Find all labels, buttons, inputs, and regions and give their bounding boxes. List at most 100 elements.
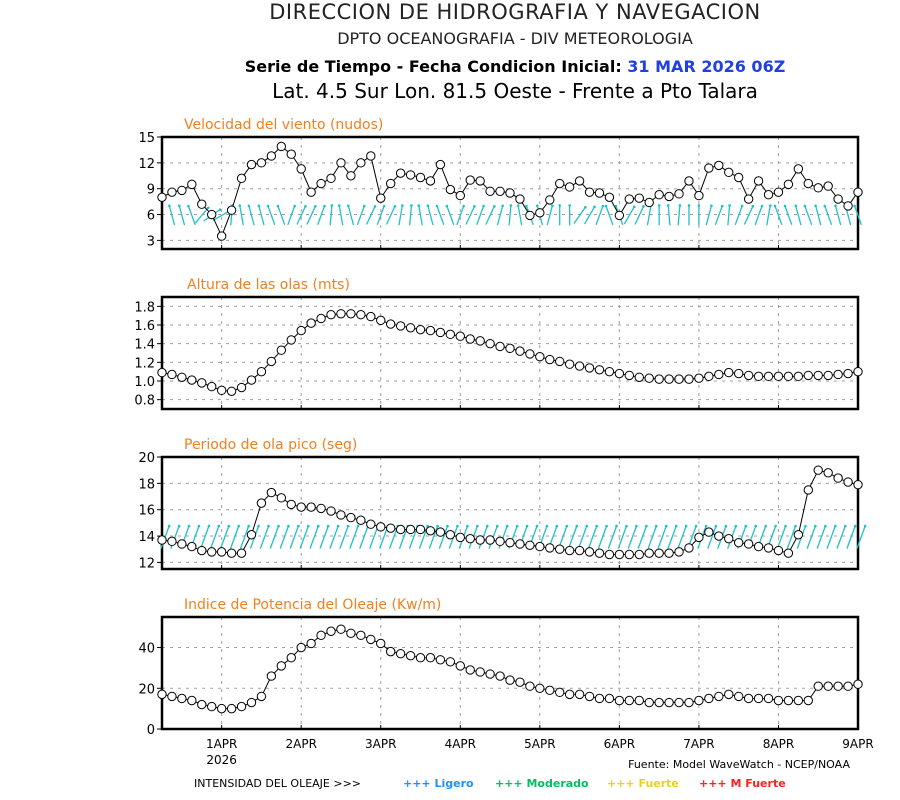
y-tick-label: 3 bbox=[147, 234, 155, 249]
data-point bbox=[316, 630, 326, 641]
data-point bbox=[515, 677, 525, 687]
data-point bbox=[604, 549, 615, 560]
y-tick-label: 12 bbox=[138, 157, 155, 172]
arrow-head bbox=[217, 524, 221, 528]
data-point bbox=[216, 231, 227, 241]
header-init-date: Serie de Tiempo - Fecha Condicion Inicia… bbox=[65, 57, 900, 76]
arrow-head bbox=[710, 204, 713, 208]
data-point bbox=[525, 540, 535, 550]
arrow-head bbox=[436, 524, 439, 528]
data-point bbox=[246, 530, 257, 540]
y-tick-label: 1.2 bbox=[134, 356, 155, 371]
data-point bbox=[415, 524, 426, 535]
direction-arrow bbox=[329, 525, 339, 549]
arrow-head bbox=[435, 204, 439, 208]
arrow-head bbox=[266, 204, 270, 208]
data-point bbox=[336, 309, 346, 319]
data-point bbox=[574, 545, 585, 556]
arrow-head bbox=[823, 204, 827, 208]
direction-arrow bbox=[607, 525, 618, 549]
data-point bbox=[634, 372, 644, 382]
data-point bbox=[326, 310, 336, 320]
direction-arrow bbox=[707, 525, 717, 549]
arrow-head bbox=[684, 524, 688, 528]
arrow-head bbox=[535, 204, 539, 208]
arrow-head bbox=[863, 524, 867, 528]
arrow-head bbox=[625, 524, 628, 528]
data-point bbox=[843, 477, 853, 487]
arrow-head bbox=[575, 524, 579, 528]
data-point bbox=[674, 697, 684, 708]
arrow-head bbox=[476, 524, 479, 528]
data-point bbox=[475, 176, 485, 186]
data-point bbox=[296, 325, 306, 336]
direction-arrow bbox=[194, 207, 209, 224]
arrow-head bbox=[773, 204, 777, 208]
arrow-head bbox=[276, 204, 280, 208]
direction-arrow bbox=[517, 205, 523, 226]
direction-arrow bbox=[248, 205, 255, 226]
data-point bbox=[197, 199, 207, 209]
direction-arrow bbox=[365, 206, 376, 225]
y-tick-label: 14 bbox=[138, 530, 155, 545]
data-point bbox=[763, 190, 774, 200]
data-point bbox=[395, 168, 406, 178]
data-point bbox=[525, 349, 535, 359]
data-point bbox=[216, 385, 227, 396]
data-point bbox=[455, 532, 465, 543]
arrow-head bbox=[238, 204, 242, 207]
arrow-head bbox=[760, 204, 764, 208]
arrow-head bbox=[446, 524, 449, 528]
x-tick-label: 7APR bbox=[683, 737, 714, 751]
direction-arrow bbox=[824, 205, 833, 226]
data-point bbox=[505, 675, 515, 685]
arrow-head bbox=[356, 524, 360, 528]
data-point bbox=[545, 195, 555, 205]
header-location: Lat. 4.5 Sur Lon. 81.5 Oeste - Frente a … bbox=[272, 79, 758, 103]
data-point bbox=[733, 172, 744, 183]
data-point bbox=[783, 548, 794, 558]
arrow-head bbox=[237, 524, 241, 528]
arrow-head bbox=[674, 524, 678, 528]
data-point bbox=[833, 681, 843, 691]
direction-arrow bbox=[816, 525, 826, 549]
data-point bbox=[614, 210, 625, 221]
direction-arrow bbox=[187, 205, 196, 226]
arrow-head bbox=[551, 204, 554, 208]
data-point bbox=[385, 523, 396, 533]
data-point bbox=[316, 178, 326, 189]
data-point bbox=[187, 375, 197, 385]
data-point bbox=[316, 503, 326, 514]
direction-arrow bbox=[438, 525, 449, 549]
direction-arrow bbox=[577, 525, 588, 549]
arrow-head bbox=[297, 524, 300, 528]
arrow-head bbox=[853, 204, 856, 208]
y-tick-label: 1.8 bbox=[134, 300, 155, 315]
data-point bbox=[405, 323, 416, 333]
direction-arrow bbox=[296, 206, 307, 225]
data-point bbox=[535, 683, 545, 693]
direction-arrow bbox=[623, 206, 635, 225]
data-point bbox=[346, 628, 356, 638]
plot-frame bbox=[160, 455, 860, 571]
data-point bbox=[415, 653, 426, 663]
arrow-head bbox=[326, 524, 330, 528]
arrow-head bbox=[740, 204, 744, 208]
y-tick-label: 16 bbox=[138, 504, 155, 519]
direction-arrow bbox=[306, 206, 316, 225]
direction-arrow bbox=[795, 205, 802, 226]
arrow-head bbox=[323, 204, 326, 208]
direction-arrow bbox=[583, 206, 596, 225]
data-point bbox=[505, 343, 515, 354]
data-point bbox=[236, 382, 247, 393]
data-point bbox=[336, 510, 346, 520]
data-point bbox=[763, 543, 774, 553]
arrow-head bbox=[293, 204, 296, 208]
arrow-head bbox=[657, 204, 661, 207]
data-point bbox=[197, 545, 207, 556]
data-point bbox=[326, 506, 336, 516]
data-point bbox=[306, 638, 316, 649]
data-point bbox=[644, 548, 654, 558]
direction-arrow bbox=[317, 205, 326, 226]
data-point bbox=[395, 321, 406, 331]
